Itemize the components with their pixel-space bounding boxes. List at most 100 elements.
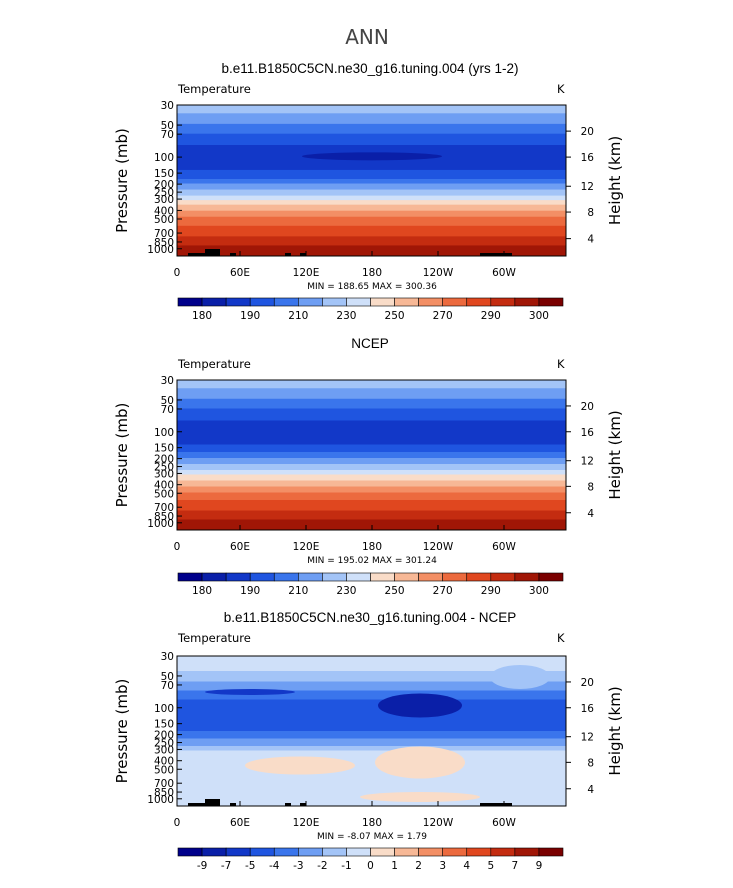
plot-area <box>176 379 567 531</box>
tick-label: 200 <box>154 454 174 466</box>
contour-band <box>177 699 566 732</box>
topography <box>205 799 220 806</box>
contour-band <box>177 380 566 389</box>
colorbar-label: 190 <box>240 310 260 322</box>
contour-band <box>177 408 566 422</box>
colorbar-label: 250 <box>385 310 405 322</box>
topography <box>300 803 306 806</box>
contour-band <box>177 464 566 471</box>
contour-band <box>177 474 566 482</box>
units-label: K <box>557 82 565 96</box>
y-axis-label-pressure: Pressure (mb) <box>113 403 131 508</box>
contour-band <box>177 123 566 135</box>
tick-label: 400 <box>154 756 174 768</box>
tick-label: 60E <box>230 267 250 279</box>
colorbar-swatch <box>177 847 203 857</box>
contour-band <box>177 183 566 191</box>
variable-label: Temperature <box>177 82 251 96</box>
variable-label: Temperature <box>177 631 251 645</box>
colorbar-swatch <box>249 297 275 307</box>
colorbar-label: -7 <box>221 860 231 872</box>
tick-label: 120W <box>423 541 454 553</box>
colorbar-swatch <box>346 847 371 857</box>
tick-label: 8 <box>587 207 594 219</box>
colorbar-swatch <box>490 847 516 857</box>
colorbar-swatch <box>322 297 347 307</box>
y-axis-label-pressure: Pressure (mb) <box>113 128 131 233</box>
contour-band <box>177 452 566 459</box>
colorbar-swatch <box>201 572 227 582</box>
colorbar-label: 300 <box>529 585 549 597</box>
y-axis-label-pressure: Pressure (mb) <box>113 679 131 784</box>
tick-label: 100 <box>154 703 174 715</box>
tick-label: 8 <box>587 757 594 769</box>
tick-label: 30 <box>161 651 174 663</box>
contour-band <box>177 480 566 488</box>
tick-label: 700 <box>154 778 174 790</box>
tick-label: 1000 <box>147 794 174 806</box>
colorbar-label: -3 <box>293 860 303 872</box>
colorbar-label: 180 <box>192 585 212 597</box>
colorbar-swatch <box>322 572 347 582</box>
colorbar-swatch <box>201 297 227 307</box>
colorbar-label: -5 <box>245 860 255 872</box>
contour-band <box>177 105 566 114</box>
colorbar-swatch <box>346 297 371 307</box>
y-ticks-height: 20 16 12 8 4 <box>566 677 594 796</box>
colorbar: -9 -7 -5 -4 -3 -2 -1 0 1 2 3 4 5 7 9 <box>177 847 564 872</box>
colorbar-label: 1 <box>391 860 398 872</box>
tick-label: 400 <box>154 480 174 492</box>
colorbar-swatch <box>322 847 347 857</box>
contour-feature <box>360 792 480 802</box>
colorbar-label: -9 <box>197 860 207 872</box>
tick-label: 20 <box>581 401 594 413</box>
colorbar-swatch <box>442 297 468 307</box>
min-max-stats: MIN = -8.07 MAX = 1.79 <box>317 832 427 842</box>
colorbar-swatch <box>418 572 443 582</box>
tick-label: 30 <box>161 100 174 112</box>
colorbar-swatch <box>538 847 564 857</box>
tick-label: 20 <box>581 126 594 138</box>
panel-title: b.e11.B1850C5CN.ne30_g16.tuning.004 - NC… <box>224 610 516 625</box>
tick-label: 70 <box>161 404 174 416</box>
contour-band <box>177 204 566 212</box>
colorbar-swatch <box>538 297 564 307</box>
tick-label: 60E <box>230 541 250 553</box>
contour-band <box>177 210 566 218</box>
colorbar-label: 190 <box>240 585 260 597</box>
tick-label: 180 <box>362 267 382 279</box>
tick-label: 250 <box>154 738 174 750</box>
colorbar-label: 3 <box>439 860 446 872</box>
tick-label: 0 <box>174 267 181 279</box>
colorbar-swatch <box>490 572 516 582</box>
contour-band <box>177 492 566 501</box>
tick-label: 500 <box>154 764 174 776</box>
tick-label: 180 <box>362 817 382 829</box>
colorbar-label: 270 <box>433 585 453 597</box>
tick-label: 50 <box>161 671 174 683</box>
tick-label: 60E <box>230 817 250 829</box>
panel-3: b.e11.B1850C5CN.ne30_g16.tuning.004 - NC… <box>113 610 624 872</box>
colorbar-swatch <box>514 847 540 857</box>
tick-label: 8 <box>587 481 594 493</box>
tick-label: 150 <box>154 443 174 455</box>
tick-label: 300 <box>154 194 174 206</box>
tick-label: 180 <box>362 541 382 553</box>
contour-band <box>177 200 566 206</box>
colorbar-label: -4 <box>269 860 280 872</box>
contour-feature <box>375 746 465 779</box>
tick-label: 70 <box>161 129 174 141</box>
tick-label: 12 <box>581 732 594 744</box>
contour-band <box>177 486 566 494</box>
contour-band <box>177 178 566 185</box>
units-label: K <box>557 631 565 645</box>
contour-band <box>177 216 566 227</box>
tick-label: 50 <box>161 395 174 407</box>
colorbar-label: 5 <box>487 860 494 872</box>
contour-feature <box>245 756 355 775</box>
y-axis-label-height: Height (km) <box>606 686 624 775</box>
tick-label: 250 <box>154 187 174 199</box>
contour-band <box>177 656 566 672</box>
